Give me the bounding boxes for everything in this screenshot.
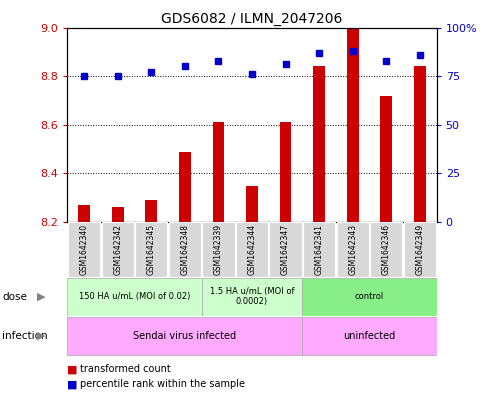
Bar	[145, 200, 157, 222]
Text: GSM1642345: GSM1642345	[147, 224, 156, 275]
Text: dose: dose	[2, 292, 27, 302]
Bar	[213, 122, 224, 222]
Bar	[404, 222, 436, 277]
Bar	[337, 222, 369, 277]
Text: infection: infection	[2, 331, 48, 341]
Text: GSM1642340: GSM1642340	[80, 224, 89, 275]
Bar	[279, 122, 291, 222]
Text: control: control	[355, 292, 384, 301]
Text: Sendai virus infected: Sendai virus infected	[133, 331, 237, 341]
Text: GSM1642342: GSM1642342	[113, 224, 122, 275]
Bar	[313, 66, 325, 222]
Text: GSM1642339: GSM1642339	[214, 224, 223, 275]
Bar	[169, 222, 201, 277]
Bar	[302, 317, 437, 355]
Bar	[236, 222, 268, 277]
Bar	[347, 28, 359, 222]
Bar	[269, 222, 302, 277]
Bar	[112, 208, 124, 222]
Bar	[67, 317, 302, 355]
Text: GSM1642344: GSM1642344	[248, 224, 256, 275]
Bar	[202, 278, 302, 316]
Bar	[67, 278, 202, 316]
Text: 1.5 HA u/mL (MOI of
0.0002): 1.5 HA u/mL (MOI of 0.0002)	[210, 287, 294, 307]
Bar	[303, 222, 335, 277]
Bar	[302, 278, 437, 316]
Bar	[135, 222, 167, 277]
Text: transformed count: transformed count	[80, 364, 171, 375]
Text: GSM1642349: GSM1642349	[415, 224, 424, 275]
Bar	[78, 205, 90, 222]
Bar	[202, 222, 235, 277]
Text: ▶: ▶	[37, 292, 46, 302]
Bar	[246, 185, 258, 222]
Text: ▶: ▶	[37, 331, 46, 341]
Text: GSM1642343: GSM1642343	[348, 224, 357, 275]
Bar	[414, 66, 426, 222]
Text: GSM1642347: GSM1642347	[281, 224, 290, 275]
Text: percentile rank within the sample: percentile rank within the sample	[80, 379, 245, 389]
Bar	[68, 222, 100, 277]
Text: GSM1642341: GSM1642341	[315, 224, 324, 275]
Text: uninfected: uninfected	[343, 331, 396, 341]
Text: 150 HA u/mL (MOI of 0.02): 150 HA u/mL (MOI of 0.02)	[79, 292, 190, 301]
Text: GSM1642348: GSM1642348	[180, 224, 189, 275]
Text: GSM1642346: GSM1642346	[382, 224, 391, 275]
Bar	[370, 222, 402, 277]
Text: ■: ■	[67, 364, 78, 375]
Title: GDS6082 / ILMN_2047206: GDS6082 / ILMN_2047206	[161, 13, 343, 26]
Bar	[179, 152, 191, 222]
Text: ■: ■	[67, 379, 78, 389]
Bar	[102, 222, 134, 277]
Bar	[380, 95, 392, 222]
